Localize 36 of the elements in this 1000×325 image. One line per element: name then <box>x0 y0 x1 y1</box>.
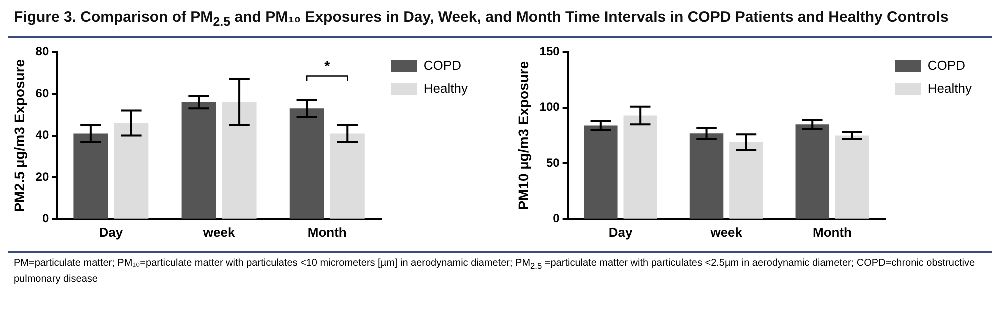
x-tick-label: Day <box>99 224 124 240</box>
legend-label: Healthy <box>424 81 468 96</box>
legend-label: Healthy <box>928 81 972 96</box>
y-tick-label: 20 <box>36 170 50 184</box>
y-axis-title: PM10 µg/m3 Exposure <box>515 61 532 210</box>
legend-label: COPD <box>928 58 966 74</box>
y-tick-label: 0 <box>553 212 560 226</box>
bar <box>690 134 724 219</box>
x-tick-label: week <box>710 224 744 240</box>
bar <box>222 102 257 219</box>
bar <box>182 102 216 219</box>
y-tick-label: 60 <box>36 86 50 100</box>
bar <box>114 123 149 219</box>
x-tick-label: week <box>202 224 236 240</box>
y-tick-label: 0 <box>42 212 50 226</box>
text: PM=particulate matter; PM₁₀=particulate matter with particulates <10 micrometers [µm] in aerodynamic diameter; PM$_{2.5}$ =particulate matter with particulates <2.5µm in aerodynamic diameter; COPD=chronic obstructive pulmonary disease <box>14 258 976 285</box>
bar <box>290 108 324 219</box>
y-tick-label: 100 <box>540 100 560 114</box>
y-tick-label: 150 <box>540 44 560 59</box>
bar <box>835 136 870 219</box>
y-tick-label: 50 <box>546 156 560 170</box>
legend-label: COPD <box>424 58 462 74</box>
bar <box>74 134 108 219</box>
y-tick-label: 40 <box>36 128 50 142</box>
bar <box>796 124 830 219</box>
x-tick-label: Month <box>308 224 347 240</box>
bar <box>730 142 764 219</box>
x-tick-label: Month <box>812 224 852 240</box>
x-tick-label: Day <box>608 224 634 240</box>
bar <box>584 126 618 219</box>
bar <box>624 116 658 219</box>
y-axis-title: PM2.5 µg/m3 Exposure <box>11 59 28 212</box>
text: Figure 3. Comparison of PM$_{2.5}$ and PM₁₀ Exposures in Day, Week, and Month Time Intervals in COPD Patients and Healthy Controls <box>13 8 950 31</box>
bar <box>330 134 365 219</box>
y-tick-label: 80 <box>36 44 50 59</box>
annotation: * <box>324 58 331 74</box>
